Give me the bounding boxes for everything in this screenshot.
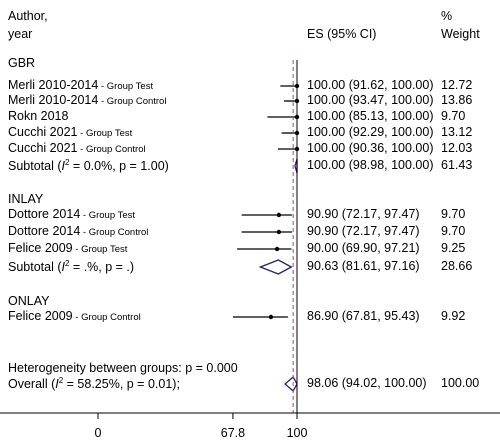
header-author: Author,: [8, 9, 48, 23]
overall-label-sup: 2: [58, 376, 64, 385]
header-es: ES (95% CI): [307, 27, 377, 41]
overall-label-pre: Overall (: [8, 377, 56, 392]
study-es-ci: 100.00 (92.29, 100.00): [307, 125, 434, 139]
study-weight: 12.72: [441, 78, 473, 92]
overall-es-ci: 98.06 (94.02, 100.00): [307, 376, 427, 390]
study-weight: 13.12: [441, 125, 473, 139]
study-es-ci: 100.00 (85.13, 100.00): [307, 109, 434, 123]
study-name: Cucchi 2021: [8, 141, 78, 155]
study-name: Rokn 2018: [8, 109, 69, 123]
subtotal-label-i2: I: [61, 260, 65, 275]
subtotal-es-ci: 90.63 (81.61, 97.16): [307, 259, 420, 273]
study-group-note: - Group Test: [80, 210, 136, 221]
study-label: Cucchi 2021 - Group Test: [8, 126, 132, 139]
study-label: Cucchi 2021 - Group Control: [8, 142, 146, 155]
study-weight: 9.70: [441, 224, 466, 238]
study-es-ci: 100.00 (91.62, 100.00): [307, 78, 434, 92]
subtotal-weight: 28.66: [441, 259, 473, 273]
header-year: year: [8, 27, 33, 41]
study-weight: 9.70: [441, 207, 466, 221]
group-heading: ONLAY: [8, 294, 50, 308]
study-group-note: - Group Test: [72, 244, 128, 255]
study-name: Merli 2010-2014: [8, 93, 99, 107]
study-point: [268, 314, 274, 320]
overall-diamond: [284, 375, 298, 393]
study-point: [274, 246, 280, 252]
overall-label-post: = 58.25%, p = 0.01);: [63, 377, 180, 392]
study-es-ci: 90.00 (69.90, 97.21): [307, 241, 420, 255]
study-weight: 9.70: [441, 109, 466, 123]
study-point: [276, 212, 282, 218]
overall-label: Overall (I2 = 58.25%, p = 0.01);: [8, 377, 180, 391]
overall-weight: 100.00: [441, 376, 480, 390]
subtotal-label-pre: Subtotal (: [8, 159, 62, 174]
group-heading: GBR: [8, 56, 36, 70]
x-tick-label: 67.8: [220, 426, 246, 440]
x-tick-label: 0: [94, 426, 102, 440]
study-es-ci: 86.90 (67.81, 95.43): [307, 309, 420, 323]
study-label: Felice 2009 - Group Control: [8, 310, 141, 323]
study-weight: 12.03: [441, 141, 473, 155]
study-group-note: - Group Control: [72, 312, 141, 323]
study-es-ci: 90.90 (72.17, 97.47): [307, 224, 420, 238]
study-group-note: - Group Control: [77, 144, 146, 155]
heterogeneity-text: Heterogeneity between groups: p = 0.000: [8, 361, 238, 375]
study-label: Felice 2009 - Group Test: [8, 242, 127, 255]
subtotal-label-sup: 2: [65, 158, 70, 167]
study-weight: 13.86: [441, 93, 473, 107]
study-group-note: - Group Control: [80, 227, 149, 238]
subtotal-label-pre: Subtotal (: [8, 260, 62, 275]
study-name: Felice 2009: [8, 241, 73, 255]
subtotal-label: Subtotal (I2 = .%, p = .): [8, 260, 134, 274]
x-tick-label: 100: [286, 426, 308, 440]
subtotal-label: Subtotal (I2 = 0.0%, p = 1.00): [8, 159, 169, 173]
subtotal-weight: 61.43: [441, 158, 473, 172]
header-weight: Weight: [441, 27, 480, 41]
study-label: Rokn 2018: [8, 110, 68, 123]
study-es-ci: 90.90 (72.17, 97.47): [307, 207, 420, 221]
group-heading: INLAY: [8, 192, 44, 206]
overall-label-i2: I: [55, 377, 59, 392]
subtotal-label-sup: 2: [65, 259, 70, 268]
study-group-note: - Group Control: [98, 96, 167, 107]
subtotal-es-ci: 100.00 (98.98, 100.00): [307, 158, 434, 172]
study-label: Dottore 2014 - Group Test: [8, 208, 135, 221]
study-group-note: - Group Test: [77, 128, 133, 139]
subtotal-label-post: = 0.0%, p = 1.00): [69, 159, 169, 174]
study-label: Merli 2010-2014 - Group Test: [8, 79, 153, 92]
study-name: Dottore 2014: [8, 224, 81, 238]
study-label: Dottore 2014 - Group Control: [8, 225, 148, 238]
study-es-ci: 100.00 (93.47, 100.00): [307, 93, 434, 107]
study-name: Merli 2010-2014: [8, 78, 99, 92]
subtotal-label-i2: I: [61, 159, 65, 174]
study-name: Cucchi 2021: [8, 125, 78, 139]
study-name: Felice 2009: [8, 309, 73, 323]
header-percent: %: [441, 9, 453, 23]
study-weight: 9.92: [441, 309, 466, 323]
study-group-note: - Group Test: [98, 81, 154, 92]
subtotal-label-post: = .%, p = .): [69, 260, 135, 275]
study-name: Dottore 2014: [8, 207, 81, 221]
study-label: Merli 2010-2014 - Group Control: [8, 94, 166, 107]
subtotal-diamond: [258, 259, 293, 275]
study-weight: 9.25: [441, 241, 466, 255]
study-es-ci: 100.00 (90.36, 100.00): [307, 141, 434, 155]
study-point: [276, 229, 282, 235]
